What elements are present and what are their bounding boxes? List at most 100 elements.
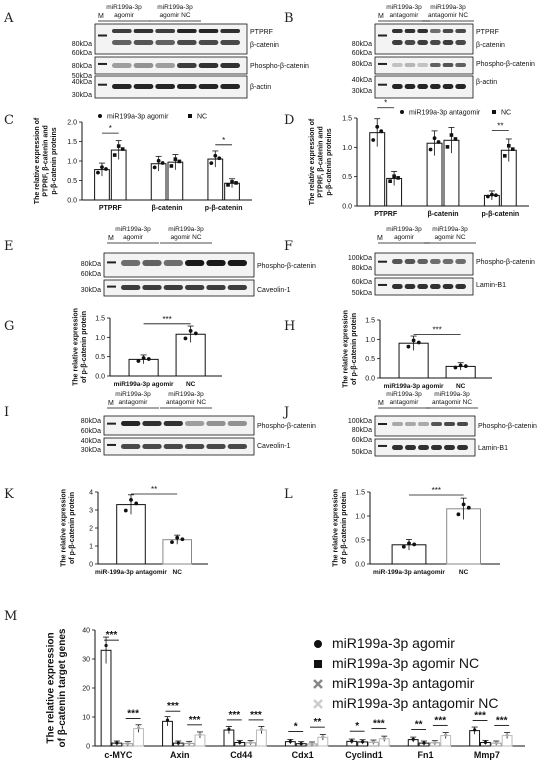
- x-tick-label-H: NC: [456, 383, 466, 390]
- y-tick-label-C: 1.0: [67, 159, 77, 166]
- protein-band-F: [392, 284, 403, 289]
- protein-band-I: [163, 444, 183, 449]
- data-point-M: [473, 728, 477, 732]
- protein-band-A: [112, 84, 132, 89]
- sig-mark-D: *: [384, 99, 387, 108]
- protein-band-B: [417, 84, 428, 89]
- protein-band-A: [177, 84, 197, 89]
- data-point-C: [177, 159, 182, 164]
- group-label-E: agomir: [123, 234, 144, 241]
- band-label-J: Phospho-β-catenin: [478, 423, 537, 430]
- kda-marker-B: 30kDa: [352, 88, 372, 95]
- band-label-B: β-actin: [476, 79, 497, 86]
- x-tick-label-G: miR199a-3p agomir: [114, 381, 174, 388]
- group-label-I: antagomir NC: [166, 399, 206, 406]
- sig-mark-L: ***: [432, 486, 441, 495]
- ladder-band-A: [98, 83, 107, 86]
- y-tick-label-K: 2: [89, 526, 93, 533]
- protein-band-A: [220, 84, 240, 89]
- kda-marker-F: 80kDa: [352, 265, 372, 272]
- data-point-H: [453, 365, 458, 370]
- group-label-B: miR199a-3p: [386, 4, 422, 11]
- protein-band-E: [142, 260, 162, 266]
- protein-band-F: [417, 259, 428, 264]
- ladder-band-J: [378, 444, 387, 447]
- panel-letter-K: K: [4, 487, 14, 502]
- protein-band-F: [442, 259, 454, 264]
- protein-band-J: [444, 422, 455, 426]
- group-label-E: agomir NC: [170, 234, 201, 241]
- data-point-D: [493, 193, 498, 198]
- lane-marker-I: M: [108, 400, 114, 407]
- legend-label-C: miR199a-3p agomir: [107, 114, 169, 121]
- protein-band-B: [392, 84, 403, 89]
- y-axis-label-H: The relative expression: [343, 310, 350, 388]
- ladder-band-I: [107, 422, 116, 425]
- y-tick-label-H: 1.0: [365, 337, 375, 344]
- ladder-band-F: [378, 283, 387, 286]
- y-tick-label-H: 0.0: [365, 376, 375, 383]
- protein-band-I: [121, 421, 141, 426]
- data-point-C: [152, 165, 157, 170]
- protein-band-A: [155, 40, 175, 45]
- group-label-F: miR199a-3p: [386, 226, 422, 233]
- protein-band-B: [417, 63, 428, 67]
- sig-mark-M: ***: [496, 715, 508, 726]
- kda-marker-B: 60kDa: [352, 50, 372, 57]
- protein-band-A: [133, 84, 154, 89]
- y-tick-label-H: 1.5: [365, 318, 375, 325]
- y-tick-label-K: 3: [89, 508, 93, 515]
- protein-band-A: [177, 40, 197, 45]
- kda-marker-B: 80kDa: [352, 41, 372, 48]
- band-label-A: β-catenin: [250, 42, 279, 49]
- data-point-M: [505, 733, 509, 737]
- protein-band-B: [430, 29, 441, 33]
- data-point-K: [170, 540, 174, 545]
- data-point-M: [433, 741, 437, 745]
- data-point-D: [436, 140, 441, 144]
- protein-band-F: [430, 284, 441, 289]
- protein-band-E: [185, 260, 205, 266]
- protein-band-J: [457, 445, 468, 450]
- lane-marker-F: M: [377, 235, 383, 242]
- y-tick-label-G: 1.5: [95, 316, 105, 323]
- data-point-M: [371, 740, 376, 744]
- protein-band-I: [227, 444, 247, 449]
- x-tick-label-D: p-β-catenin: [481, 211, 519, 218]
- protein-band-A: [220, 40, 240, 45]
- data-point-M: [299, 741, 303, 746]
- panel-letter-G: G: [4, 319, 14, 334]
- data-point-C: [217, 156, 222, 161]
- panel-letter-C: C: [4, 113, 14, 128]
- sig-mark-M: ***: [127, 708, 139, 719]
- data-point-L: [461, 502, 466, 507]
- sig-mark-C: *: [222, 136, 225, 145]
- group-label-I: miR199a-3p: [168, 391, 204, 398]
- y-tick-label-M: 40: [82, 628, 90, 635]
- x-tick-label-M: c-MYC: [104, 750, 133, 760]
- protein-band-J: [431, 445, 442, 450]
- data-point-M: [165, 718, 170, 722]
- group-label-I: antagomir: [119, 399, 149, 406]
- x-tick-label-C: β-catenin: [151, 205, 182, 212]
- data-point-M: [104, 643, 108, 648]
- legend-label-M: miR199a-3p antagomir NC: [332, 695, 499, 711]
- protein-band-E: [163, 260, 183, 266]
- sig-mark-C: *: [109, 124, 112, 133]
- data-point-D: [392, 174, 396, 179]
- protein-band-E: [185, 285, 205, 290]
- x-tick-label-D: β-catenin: [427, 211, 458, 218]
- sig-mark-K: **: [151, 485, 157, 494]
- data-point-C: [173, 157, 178, 161]
- data-point-M: [176, 741, 180, 745]
- protein-band-A: [112, 29, 132, 33]
- protein-band-A: [133, 29, 154, 33]
- y-tick-label-M: 0: [86, 744, 90, 751]
- bar-M: [100, 649, 112, 747]
- data-point-C: [234, 181, 238, 185]
- data-point-H: [458, 363, 463, 368]
- data-point-C: [226, 183, 230, 187]
- protein-band-A: [133, 40, 154, 45]
- y-axis-label-L: of p-β-catenin protein: [341, 492, 348, 564]
